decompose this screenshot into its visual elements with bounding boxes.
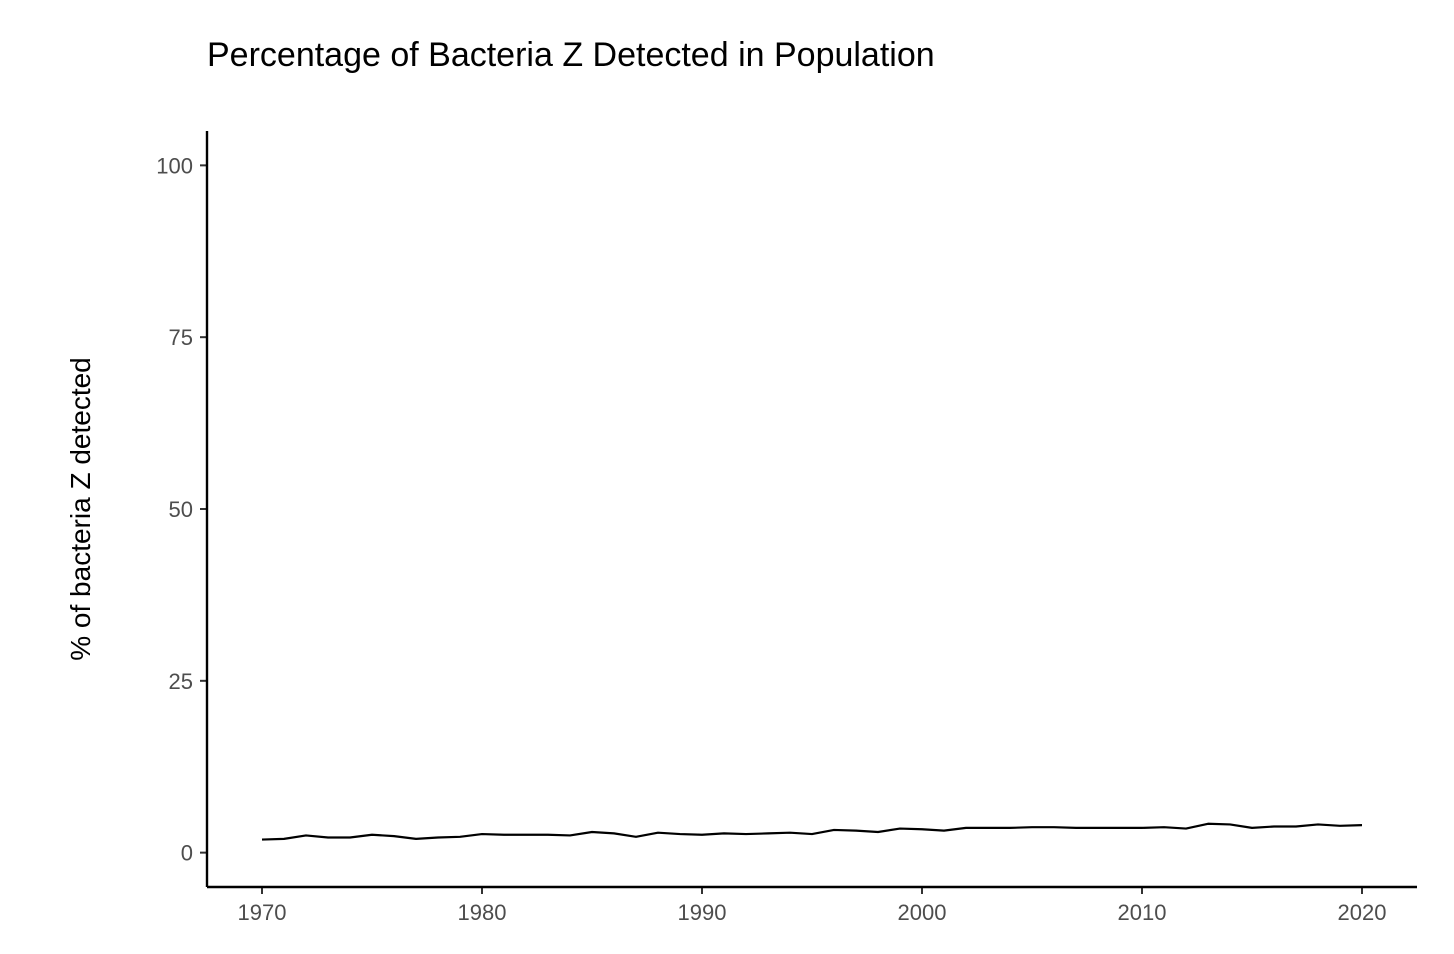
y-tick-label-0: 0: [181, 841, 193, 866]
x-tick-label-2020: 2020: [1338, 900, 1387, 925]
series-layer: [261, 822, 1363, 841]
chart-title: Percentage of Bacteria Z Detected in Pop…: [207, 36, 935, 74]
x-tick-label-2000: 2000: [898, 900, 947, 925]
x-tick-label-2010: 2010: [1118, 900, 1167, 925]
y-tick-label-100: 100: [156, 153, 193, 178]
x-tick-label-1980: 1980: [458, 900, 507, 925]
y-tick-label-75: 75: [169, 325, 193, 350]
x-tick-label-1970: 1970: [238, 900, 287, 925]
series-line-0: [261, 822, 1363, 841]
y-tick-label-50: 50: [169, 497, 193, 522]
axis-ticks: 0 25 50 75 100 1970 1980 1990 2000 2010 2020: [156, 153, 1386, 925]
y-tick-label-25: 25: [169, 669, 193, 694]
y-axis-label: % of bacteria Z detected: [65, 357, 96, 661]
x-tick-label-1990: 1990: [678, 900, 727, 925]
